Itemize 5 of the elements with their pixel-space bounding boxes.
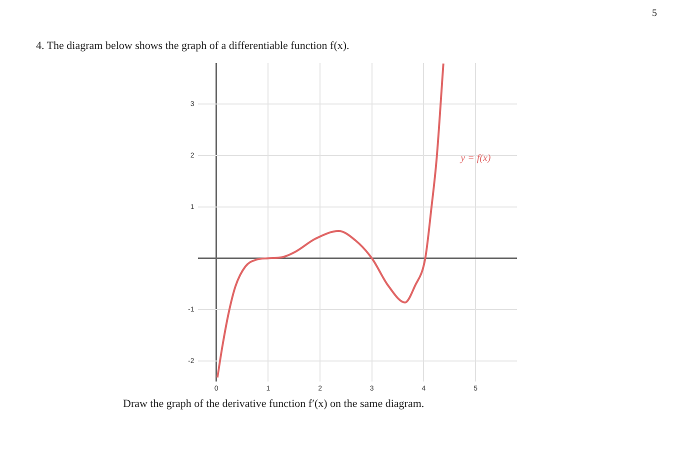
text: Draw the graph of the derivative function f′(x) on the same diagram. [123, 398, 424, 410]
text: 5 [652, 8, 657, 19]
text: y = f(x) [460, 153, 492, 164]
chart-title: 4. The diagram below shows the graph of a differentiable function f(x). [36, 40, 350, 52]
line-series [216, 63, 444, 378]
